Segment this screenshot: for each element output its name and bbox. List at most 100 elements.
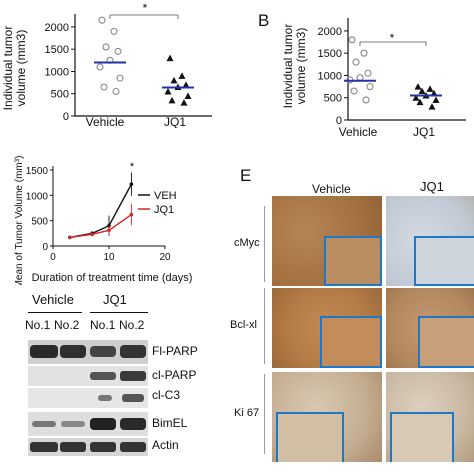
y-tick-label: 0 xyxy=(63,111,69,123)
series-point-jq1 xyxy=(129,212,134,217)
ihc-row-bracket-2 xyxy=(264,288,265,364)
jq1-point xyxy=(414,83,422,90)
ihc-ki67-jq1 xyxy=(386,372,474,462)
series-line-veh xyxy=(69,183,133,239)
y-tick-label: 1500 xyxy=(318,48,342,60)
lane-3-label: No.1 xyxy=(90,318,116,332)
panel-a-axes: 0 500 1000 1500 2000 xyxy=(45,14,212,123)
blot-header-jq1: JQ1 xyxy=(103,292,127,307)
y-tick-label: 1000 xyxy=(318,70,342,82)
series-point-jq1 xyxy=(107,228,111,233)
legend-veh-label: VEH xyxy=(154,190,177,202)
vehicle-point xyxy=(114,47,122,55)
vehicle-point xyxy=(350,87,358,95)
vehicle-point xyxy=(112,87,120,96)
vehicle-point xyxy=(102,43,110,51)
blot-label-bimel: BimEL xyxy=(152,416,188,430)
series-point-veh xyxy=(107,223,111,228)
jq1-point xyxy=(432,96,440,103)
panel-a-group-vehicle: Vehicle xyxy=(86,115,125,128)
panel-a-ylabel-1: Individual tumor xyxy=(1,26,15,111)
series-line-jq1 xyxy=(69,214,132,239)
ihc-inset xyxy=(390,412,454,462)
x-tick-label: 20 xyxy=(159,252,171,263)
jq1-point xyxy=(178,72,186,79)
ihc-row-cmyc: cMyc xyxy=(234,237,260,249)
panel-b-axes: 0 500 1000 1500 2000 xyxy=(318,18,466,127)
ihc-row-bracket-1 xyxy=(264,206,265,282)
y-tick-label: 1500 xyxy=(26,166,49,177)
vehicle-point xyxy=(110,27,118,35)
ihc-row-ki67: Ki 67 xyxy=(234,407,260,419)
y-tick-label: 0 xyxy=(336,115,342,127)
panel-b-group-vehicle: Vehicle xyxy=(339,125,378,139)
panel-b-points xyxy=(344,36,442,110)
jq1-point xyxy=(164,88,172,95)
lane-2-label: No.2 xyxy=(54,318,80,332)
y-tick-label: 1000 xyxy=(26,191,49,202)
blot-label-cl-c3: cl-C3 xyxy=(152,388,181,402)
ihc-bclxl-jq1 xyxy=(386,288,474,368)
jq1-point xyxy=(180,99,188,106)
x-tick-label: 0 xyxy=(50,252,56,263)
panel-c-ylabel: Mean of Tumor Volume (mm³) xyxy=(14,156,25,285)
ihc-bclxl-vehicle xyxy=(272,288,382,368)
blot-header-vehicle: Vehicle xyxy=(32,292,74,307)
ihc-col-jq1: JQ1 xyxy=(420,179,444,194)
panel-a-scatter: Individual tumor volume (mm3) 0 500 1000 15… xyxy=(1,1,212,128)
jq1-point xyxy=(412,94,420,101)
blot-cl-parp xyxy=(28,366,148,386)
jq1-point xyxy=(182,81,190,88)
ihc-cmyc-vehicle xyxy=(272,196,382,286)
panel-a-sig: * xyxy=(143,1,148,15)
panel-b-ylabel-1: Individual tumor xyxy=(281,24,295,109)
panel-c-lines xyxy=(68,172,134,240)
y-tick-label: 0 xyxy=(42,242,48,253)
series-point-veh xyxy=(129,182,134,186)
y-tick-label: 500 xyxy=(324,93,342,105)
series-point-jq1 xyxy=(90,232,94,237)
vehicle-point xyxy=(116,74,124,82)
legend-jq1-label: JQ1 xyxy=(154,204,174,216)
y-tick-label: 2000 xyxy=(45,22,69,34)
ihc-inset xyxy=(418,316,474,368)
blot-header-line-vehicle xyxy=(28,312,82,313)
ihc-inset xyxy=(276,412,344,462)
blot-cl-c3 xyxy=(28,388,148,408)
panel-c-xlabel: Duration of treatment time (days) xyxy=(32,272,193,284)
ihc-inset xyxy=(324,236,382,286)
y-tick-label: 1500 xyxy=(45,44,69,56)
jq1-point xyxy=(416,98,424,106)
vehicle-point xyxy=(356,74,364,82)
jq1-point xyxy=(184,92,192,99)
vehicle-point xyxy=(100,83,108,91)
lane-4-label: No.2 xyxy=(119,318,145,332)
vehicle-point xyxy=(362,96,370,104)
vehicle-point xyxy=(98,16,106,24)
panel-b-letter: B xyxy=(258,11,269,30)
ihc-row-bracket-3 xyxy=(264,374,265,454)
blot-label-cl-parp: cl-PARP xyxy=(152,368,197,382)
vehicle-point xyxy=(96,63,104,71)
ihc-row-bclxl: Bcl-xl xyxy=(230,319,257,331)
jq1-point xyxy=(166,54,174,62)
blot-header-line-jq1 xyxy=(90,312,148,313)
y-tick-label: 1000 xyxy=(45,66,69,78)
blot-actin xyxy=(28,438,148,456)
panel-b-sig: * xyxy=(390,31,395,45)
lane-1-label: No.1 xyxy=(25,318,51,332)
ihc-ki67-vehicle xyxy=(272,372,382,462)
panel-c-axes: 0 500 1000 1500 0 10 20 xyxy=(26,166,171,263)
blot-label-fl-parp: Fl-PARP xyxy=(152,344,198,358)
panel-b-group-jq1: JQ1 xyxy=(413,125,435,139)
vehicle-point xyxy=(366,83,374,91)
vehicle-point xyxy=(364,69,372,77)
blot-label-actin: Actin xyxy=(152,438,179,452)
ihc-col-vehicle: Vehicle xyxy=(312,182,351,196)
jq1-point xyxy=(418,87,426,95)
vehicle-point xyxy=(348,36,356,44)
ihc-inset xyxy=(320,316,382,368)
y-tick-label: 2000 xyxy=(318,26,342,38)
ihc-inset xyxy=(414,236,474,286)
y-tick-label: 500 xyxy=(51,89,69,101)
